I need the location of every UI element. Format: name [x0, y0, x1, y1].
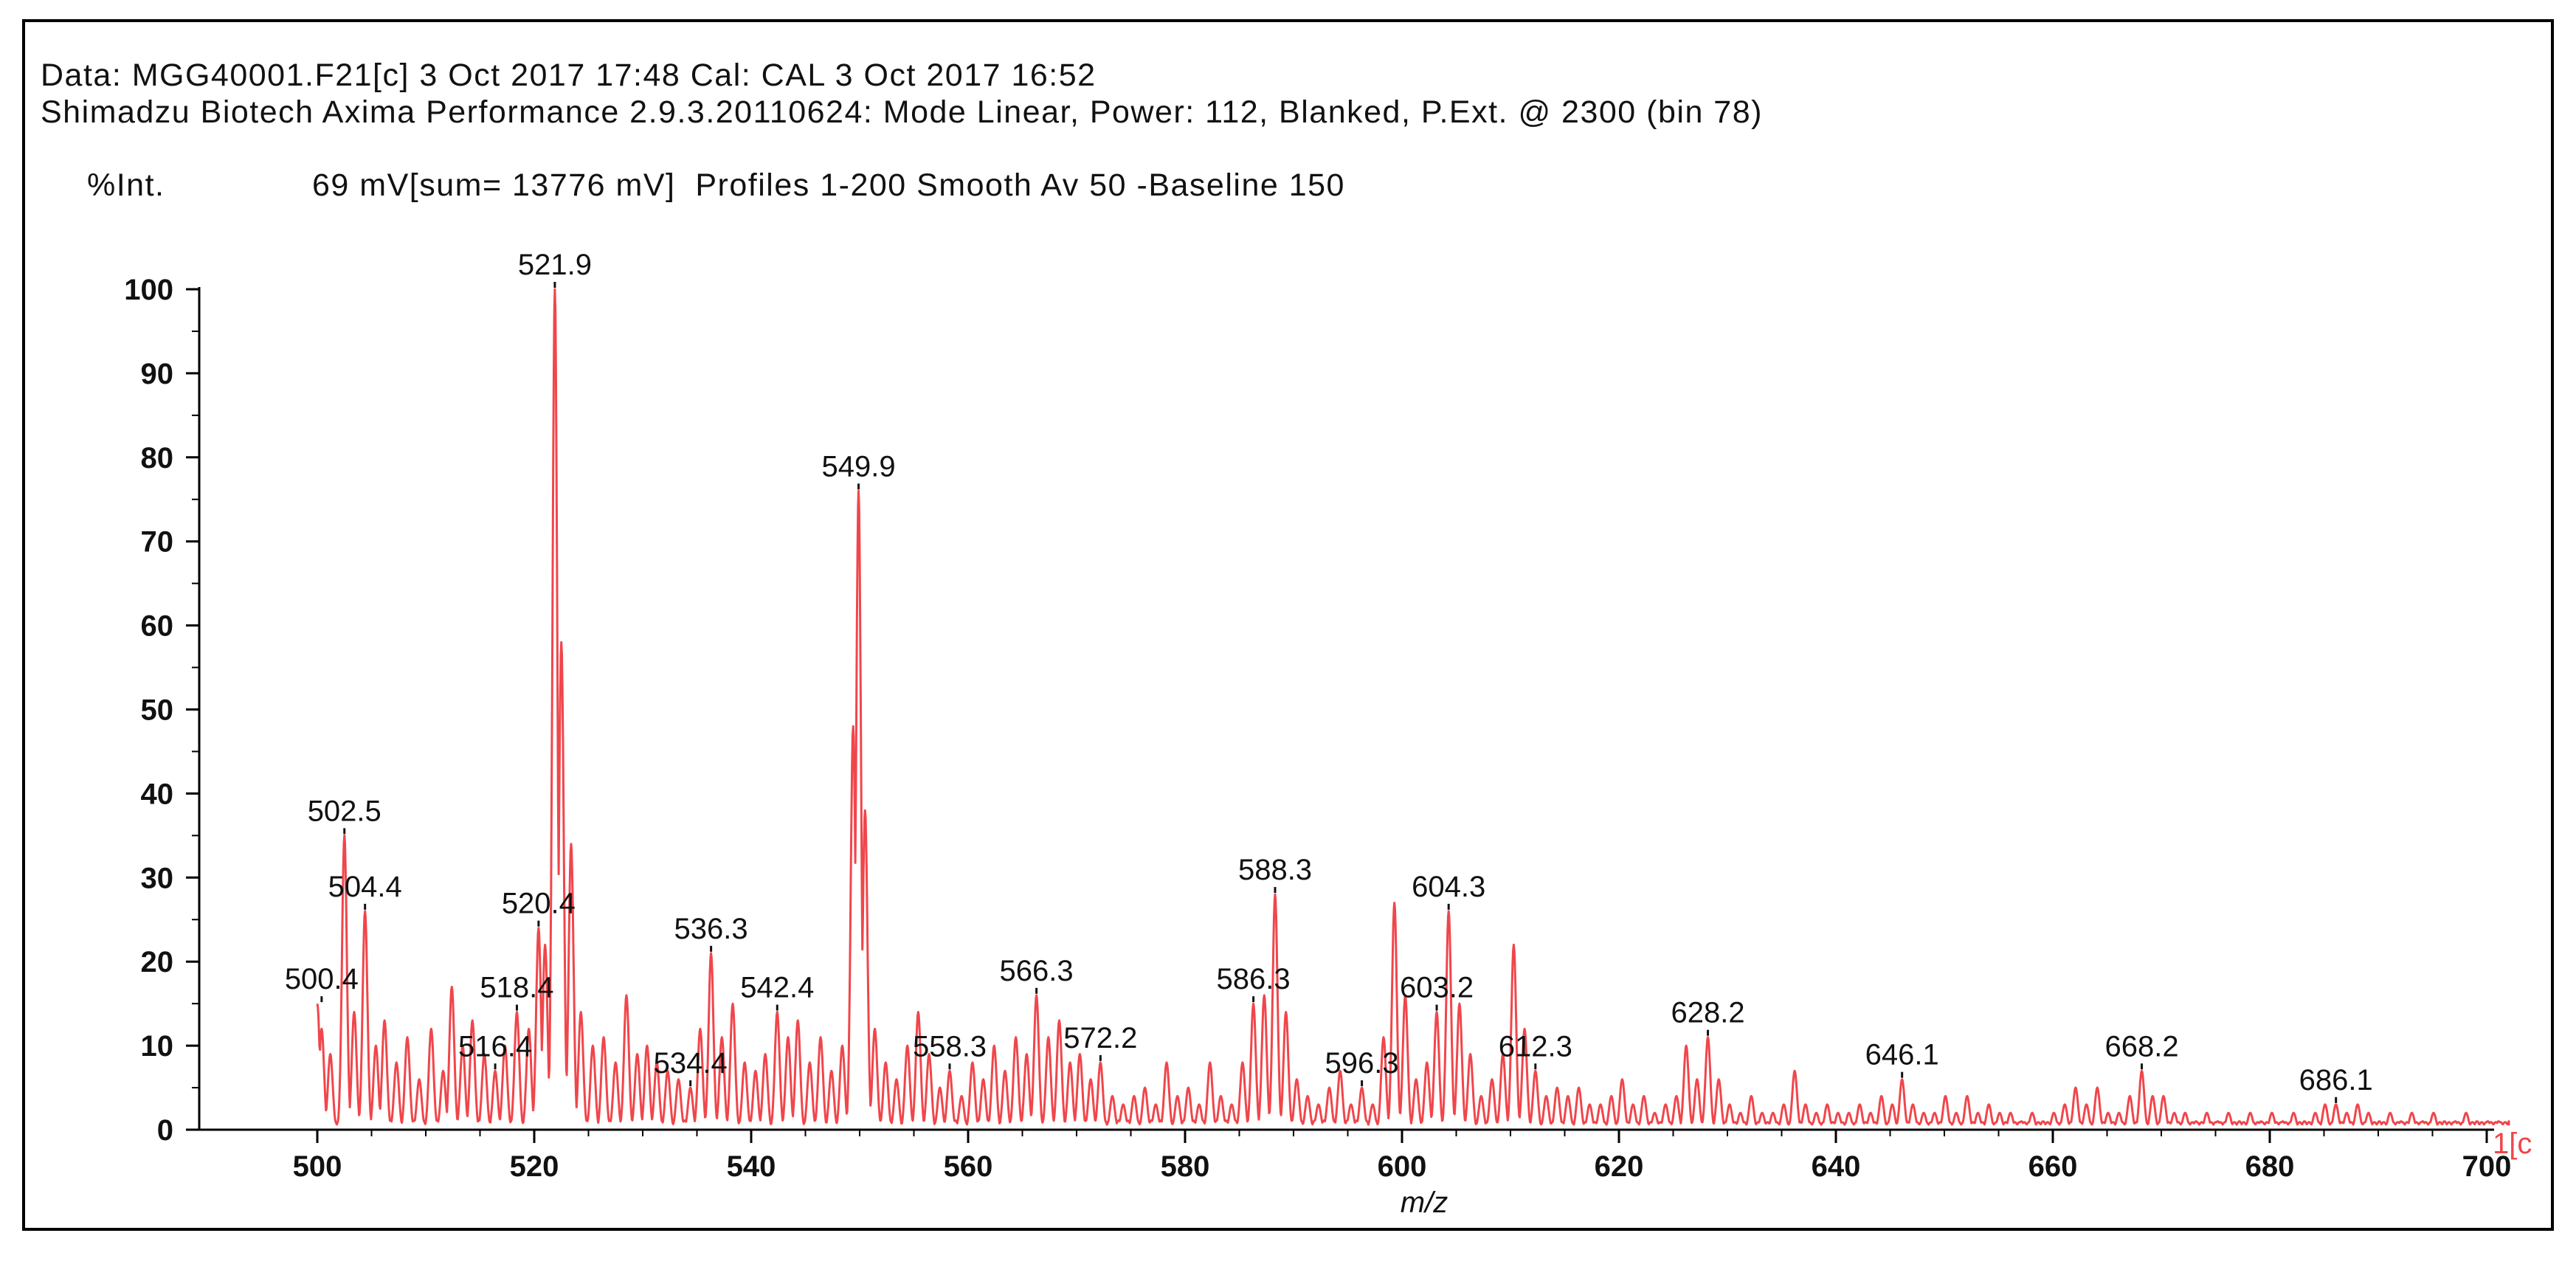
peak-label: 504.4 — [328, 871, 402, 903]
peak-label: 520.4 — [502, 888, 576, 920]
x-tick-label: 580 — [1161, 1150, 1210, 1183]
peak-label: 534.4 — [654, 1047, 728, 1080]
peak-label: 516.4 — [458, 1030, 532, 1063]
edge-label: 1[c — [2493, 1127, 2532, 1160]
x-tick-label: 600 — [1378, 1150, 1427, 1183]
peak-label: 628.2 — [1671, 997, 1744, 1029]
y-tick-label: 20 — [141, 946, 174, 978]
y-tick-label: 100 — [124, 274, 173, 306]
x-tick-label: 640 — [1812, 1150, 1861, 1183]
peak-label: 588.3 — [1238, 854, 1312, 886]
peak-label: 566.3 — [1000, 955, 1074, 987]
instrument-info-line: Shimadzu Biotech Axima Performance 2.9.3… — [41, 94, 1763, 130]
data-info-line: Data: MGG40001.F21[c] 3 Oct 2017 17:48 C… — [41, 58, 1097, 93]
peak-label: 646.1 — [1865, 1039, 1939, 1071]
peak-label: 558.3 — [913, 1030, 987, 1063]
x-tick-label: 700 — [2462, 1150, 2512, 1183]
y-tick-label: 60 — [141, 610, 174, 643]
peak-label: 521.9 — [518, 249, 592, 281]
spectrum-line — [316, 288, 2510, 1126]
y-tick-label: 50 — [141, 694, 174, 727]
peak-label: 668.2 — [2104, 1030, 2178, 1063]
peak-label: 586.3 — [1217, 963, 1291, 995]
y-tick-label: 70 — [141, 526, 174, 559]
y-tick-label: 0 — [157, 1114, 173, 1147]
peak-label: 604.3 — [1412, 871, 1485, 903]
peak-label: 502.5 — [308, 795, 381, 827]
x-tick-label: 500 — [293, 1150, 342, 1183]
peak-label: 500.4 — [285, 963, 359, 995]
intensity-info: 69 mV[sum= 13776 mV] Profiles 1-200 Smoo… — [312, 168, 1345, 203]
peak-label: 542.4 — [740, 972, 814, 1004]
peak-label: 686.1 — [2299, 1064, 2373, 1096]
y-tick-label: 10 — [141, 1030, 174, 1063]
y-tick-label: 90 — [141, 358, 174, 390]
peak-label: 536.3 — [674, 913, 748, 945]
x-tick-label: 620 — [1595, 1150, 1644, 1183]
peak-label: 572.2 — [1063, 1022, 1137, 1054]
x-tick-label: 520 — [510, 1150, 559, 1183]
spectrum-trace — [316, 288, 2510, 1126]
y-tick-label: 30 — [141, 862, 174, 894]
peak-label: 596.3 — [1325, 1047, 1399, 1080]
x-tick-label: 540 — [727, 1150, 776, 1183]
y-tick-label: 40 — [141, 778, 174, 810]
axes: 0 10 20 30 40 50 60 70 80 90 100 500 520 540 560 580 600… — [124, 274, 2511, 1183]
peak-label: 603.2 — [1400, 972, 1474, 1004]
x-axis-label: m/z — [1401, 1187, 1448, 1219]
x-tick-label: 660 — [2028, 1150, 2078, 1183]
peak-label: 549.9 — [821, 450, 895, 483]
peak-label: 612.3 — [1499, 1030, 1572, 1063]
y-tick-label: 80 — [141, 442, 174, 474]
y-axis-label: %Int. — [87, 168, 165, 203]
x-tick-label: 560 — [944, 1150, 993, 1183]
peak-labels: 500.4 502.5 504.4 516.4 518.4 520.4 521.9 534.4… — [285, 249, 2373, 1103]
x-tick-label: 680 — [2245, 1150, 2295, 1183]
peak-label: 518.4 — [480, 972, 553, 1004]
